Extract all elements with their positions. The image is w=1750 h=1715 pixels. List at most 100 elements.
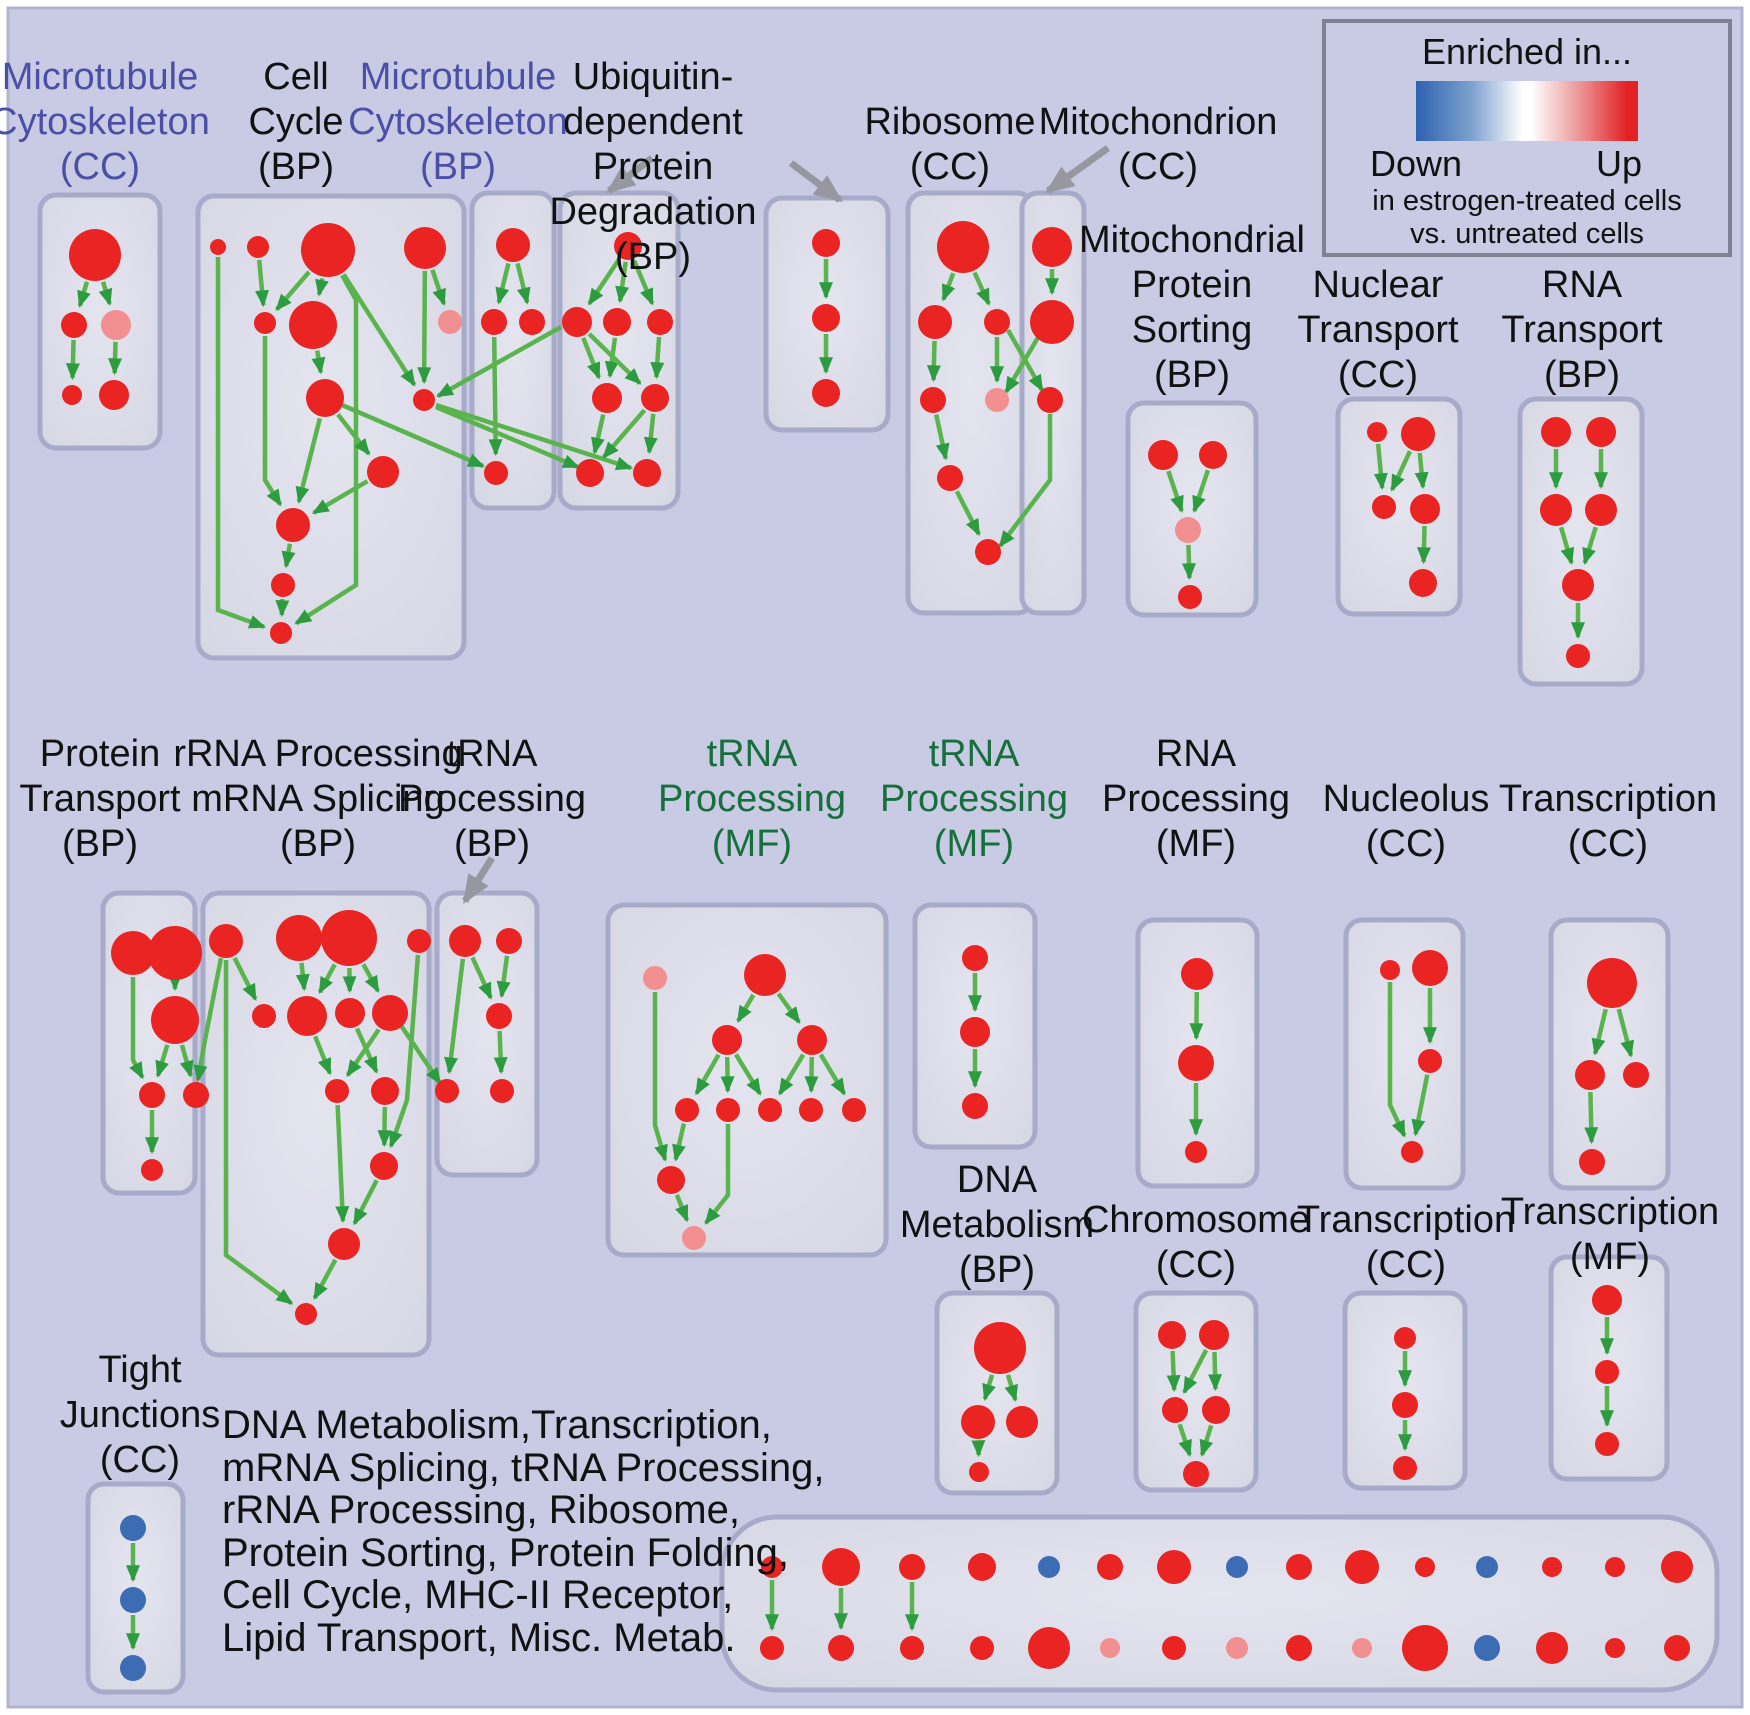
- gene-node: [254, 312, 276, 334]
- text-line: Cell Cycle, MHC-II Receptor,: [222, 1573, 734, 1617]
- gene-node: [1575, 1060, 1605, 1090]
- gene-node: [1394, 1327, 1416, 1349]
- gene-node: [675, 1098, 699, 1122]
- edge: [954, 490, 981, 537]
- edge: [515, 262, 531, 305]
- edge: [312, 1258, 338, 1301]
- gene-node: [404, 227, 446, 269]
- gene-node: [712, 1025, 742, 1055]
- gene-node: [276, 508, 310, 542]
- gene-node: [62, 385, 82, 405]
- gene-node: [120, 1515, 146, 1541]
- gene-node: [438, 310, 462, 334]
- gene-node: [1367, 422, 1387, 442]
- edge: [1616, 1008, 1635, 1058]
- gene-node: [210, 239, 226, 255]
- edge: [488, 336, 503, 457]
- gene-node: [1148, 440, 1178, 470]
- gene-node: [1199, 441, 1227, 469]
- gene-node: [1372, 495, 1396, 519]
- gene-node: [962, 1093, 988, 1119]
- edge: [1389, 450, 1413, 492]
- legend-title: Enriched in...: [1421, 31, 1633, 72]
- edge: [736, 993, 756, 1023]
- gene-node: [371, 1077, 399, 1105]
- edge: [417, 270, 432, 385]
- gene-node: [1412, 950, 1448, 986]
- gene-node: [962, 945, 988, 971]
- gene-node: [1393, 1456, 1417, 1480]
- gene-node: [1181, 958, 1213, 990]
- gene-node: [960, 1017, 990, 1047]
- gene-node: [481, 309, 507, 335]
- legend-box: Enriched in... Down Up in estrogen-treat…: [1322, 19, 1732, 257]
- text-line: Protein Sorting, Protein Folding,: [222, 1530, 789, 1575]
- gene-node: [716, 1098, 740, 1122]
- gene-node: [1226, 1556, 1248, 1578]
- edge: [733, 1053, 762, 1096]
- gene-node: [484, 461, 508, 485]
- gene-node: [139, 1082, 165, 1108]
- edge: [77, 281, 91, 308]
- gene-node: [69, 229, 121, 281]
- gene-node: [647, 309, 673, 335]
- gene-node: [99, 380, 129, 410]
- edge: [98, 281, 113, 306]
- gene-node: [1476, 1556, 1498, 1578]
- gene-node: [287, 996, 327, 1036]
- gene-node: [496, 228, 530, 262]
- gene-node: [1536, 1632, 1568, 1664]
- gene-node: [812, 379, 840, 407]
- gene-node: [984, 309, 1010, 335]
- gene-node: [1028, 1627, 1070, 1669]
- group-box-chromosome: [1133, 1290, 1259, 1493]
- gene-node: [961, 1405, 995, 1439]
- edge: [581, 336, 602, 380]
- gene-node: [325, 1079, 349, 1103]
- gene-node: [490, 1079, 514, 1103]
- gene-node: [1540, 494, 1572, 526]
- edge: [1166, 1350, 1181, 1393]
- gene-node: [760, 1636, 784, 1660]
- edge: [1177, 1423, 1192, 1457]
- gene-node: [641, 384, 669, 412]
- edge: [587, 332, 642, 385]
- gene-node: [367, 456, 399, 488]
- edge: [926, 340, 941, 383]
- edge: [155, 1044, 170, 1078]
- gene-node: [1605, 1638, 1625, 1658]
- gene-node: [321, 910, 377, 966]
- gene-node: [1605, 1557, 1625, 1577]
- gene-node: [1409, 569, 1437, 597]
- edge: [361, 963, 380, 993]
- gene-node: [633, 459, 661, 487]
- cross-edge: [398, 1022, 442, 1085]
- group-box-misc-cluster: [719, 1514, 1720, 1693]
- gene-node: [1410, 494, 1440, 524]
- gene-node: [643, 966, 667, 990]
- edge: [275, 598, 290, 618]
- gene-node: [1183, 1461, 1209, 1487]
- gene-node: [289, 301, 337, 349]
- edge: [495, 262, 511, 305]
- gene-node: [1562, 569, 1594, 601]
- gene-node: [828, 1635, 854, 1661]
- gene-node: [1202, 1396, 1230, 1424]
- gene-node: [370, 1152, 398, 1180]
- edge: [215, 257, 267, 629]
- edge: [1181, 544, 1196, 581]
- edge: [933, 414, 950, 461]
- edge: [1373, 443, 1388, 491]
- gene-node: [1587, 958, 1637, 1008]
- edge: [129, 977, 145, 1080]
- cross-edge: [435, 402, 633, 471]
- label-pointer-arrow: [606, 155, 655, 194]
- edge: [650, 336, 665, 380]
- gene-node: [822, 1548, 860, 1586]
- text-line: rRNA Processing, Ribosome,: [222, 1488, 740, 1532]
- gene-node: [799, 1098, 823, 1122]
- gene-node: [758, 1098, 782, 1122]
- edge: [615, 261, 630, 304]
- edge: [336, 413, 371, 456]
- group-box-mito-sorting: [1125, 400, 1259, 618]
